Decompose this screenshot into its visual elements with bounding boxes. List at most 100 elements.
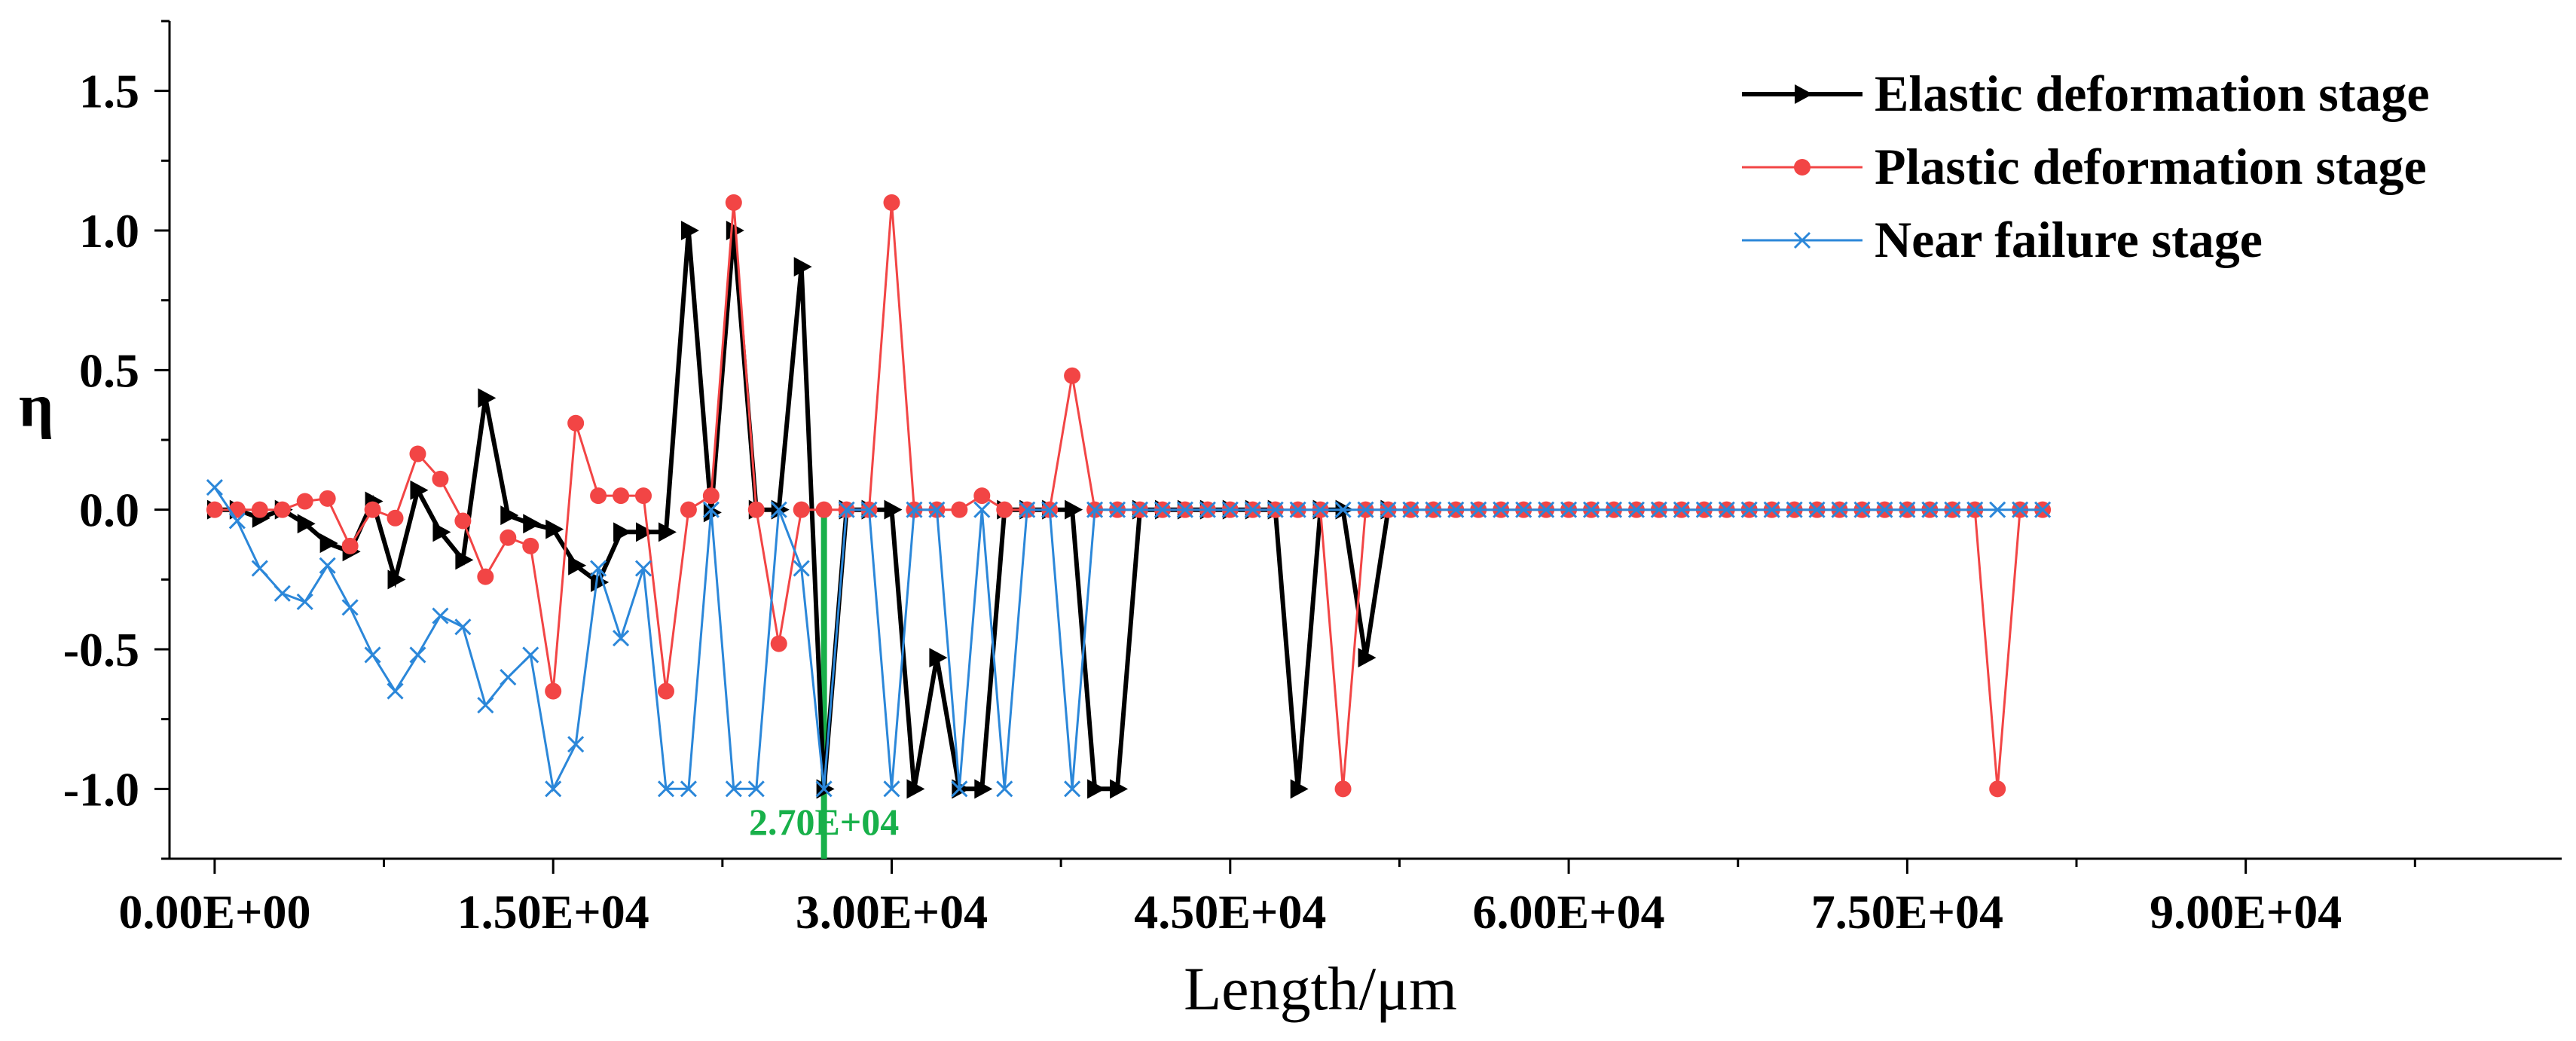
data-point — [1289, 501, 1306, 518]
data-point — [793, 257, 812, 277]
data-point — [906, 501, 923, 518]
data-point — [680, 221, 699, 240]
data-point — [1560, 501, 1578, 518]
data-point — [1650, 501, 1667, 518]
data-point — [590, 560, 607, 577]
y-tick-label: 1.0 — [79, 204, 139, 258]
data-point — [1831, 501, 1848, 518]
data-point — [996, 501, 1013, 518]
legend-label: Plastic deformation stage — [1875, 138, 2427, 195]
x-tick-label: 4.50E+04 — [1134, 885, 1326, 939]
legend-item: Plastic deformation stage — [1742, 138, 2427, 195]
data-point — [725, 194, 742, 211]
x-tick-label: 0.00E+00 — [118, 885, 310, 939]
data-point — [1808, 501, 1826, 518]
data-point — [636, 522, 655, 542]
data-point — [1989, 780, 2006, 798]
data-point — [634, 560, 652, 577]
data-point — [1673, 501, 1690, 518]
data-point — [1944, 501, 1961, 518]
data-point — [432, 470, 449, 487]
data-point — [951, 501, 968, 518]
data-point — [906, 779, 925, 799]
data-point — [1627, 501, 1645, 518]
data-point — [612, 630, 630, 647]
data-point — [387, 569, 406, 590]
data-point — [883, 194, 900, 211]
data-point — [1221, 501, 1239, 518]
data-point — [206, 501, 223, 518]
data-point — [883, 780, 900, 798]
data-point — [1425, 501, 1442, 518]
data-point — [1763, 501, 1780, 518]
data-point — [567, 414, 585, 432]
data-point — [2034, 501, 2052, 518]
data-point — [454, 618, 472, 636]
data-point — [273, 585, 291, 602]
data-point — [409, 445, 426, 462]
data-point — [1786, 501, 1803, 518]
data-point — [1267, 501, 1284, 518]
data-point — [251, 560, 268, 577]
data-point — [206, 478, 223, 496]
data-point — [929, 648, 948, 668]
axes-group: 0.00E+00 1.50E+04 3.00E+04 4.50E+04 6.00E+04… — [19, 20, 2562, 1023]
data-point — [928, 501, 946, 518]
data-point — [1086, 501, 1104, 518]
data-point — [1108, 501, 1126, 518]
data-point — [1064, 367, 1081, 384]
data-point — [815, 780, 833, 798]
data-point — [884, 499, 903, 520]
data-point — [657, 682, 674, 700]
x-tick-label: 6.00E+04 — [1472, 885, 1664, 939]
data-point — [522, 646, 539, 664]
data-point — [296, 493, 313, 510]
x-tick-label: 9.00E+04 — [2150, 885, 2342, 939]
data-point — [477, 568, 494, 585]
x-tick-label: 3.00E+04 — [796, 885, 988, 939]
data-point — [567, 735, 585, 753]
data-point — [1199, 501, 1216, 518]
data-point — [477, 697, 494, 714]
data-point — [522, 537, 539, 554]
data-point — [364, 646, 381, 664]
data-point — [545, 780, 562, 798]
series-line — [213, 487, 2043, 793]
data-point — [1538, 501, 1555, 518]
y-tick-label: -0.5 — [63, 623, 139, 676]
data-point — [1380, 501, 1397, 518]
data-point — [1695, 501, 1713, 518]
data-point — [1793, 231, 1811, 249]
marker-label: 2.70E+04 — [749, 801, 899, 843]
legend-label: Elastic deformation stage — [1875, 65, 2430, 122]
data-point — [341, 599, 359, 616]
data-point — [1041, 501, 1059, 518]
data-point — [500, 505, 519, 526]
data-point — [500, 669, 517, 686]
data-point — [1853, 501, 1871, 518]
data-point — [478, 388, 497, 408]
data-point — [409, 646, 426, 664]
data-point — [1966, 501, 1984, 518]
x-tick-label: 7.50E+04 — [1811, 885, 2003, 939]
data-point — [1110, 779, 1129, 799]
legend: Elastic deformation stage Plastic deforma… — [1742, 65, 2430, 268]
data-point — [568, 555, 587, 575]
data-point — [1131, 501, 1149, 518]
data-point — [747, 501, 765, 518]
data-point — [658, 522, 677, 542]
data-point — [545, 682, 562, 700]
data-point — [973, 501, 991, 518]
x-axis-title: Length/μm — [1184, 954, 1457, 1023]
data-point — [815, 501, 833, 518]
data-point — [387, 682, 404, 700]
data-point — [432, 522, 451, 542]
data-point — [454, 512, 472, 530]
data-point — [974, 779, 993, 799]
data-point — [1357, 501, 1374, 518]
data-point — [296, 593, 313, 611]
data-point — [1515, 501, 1532, 518]
data-point — [319, 557, 336, 574]
data-point — [1065, 499, 1083, 520]
y-tick-label: 0.0 — [79, 484, 139, 537]
